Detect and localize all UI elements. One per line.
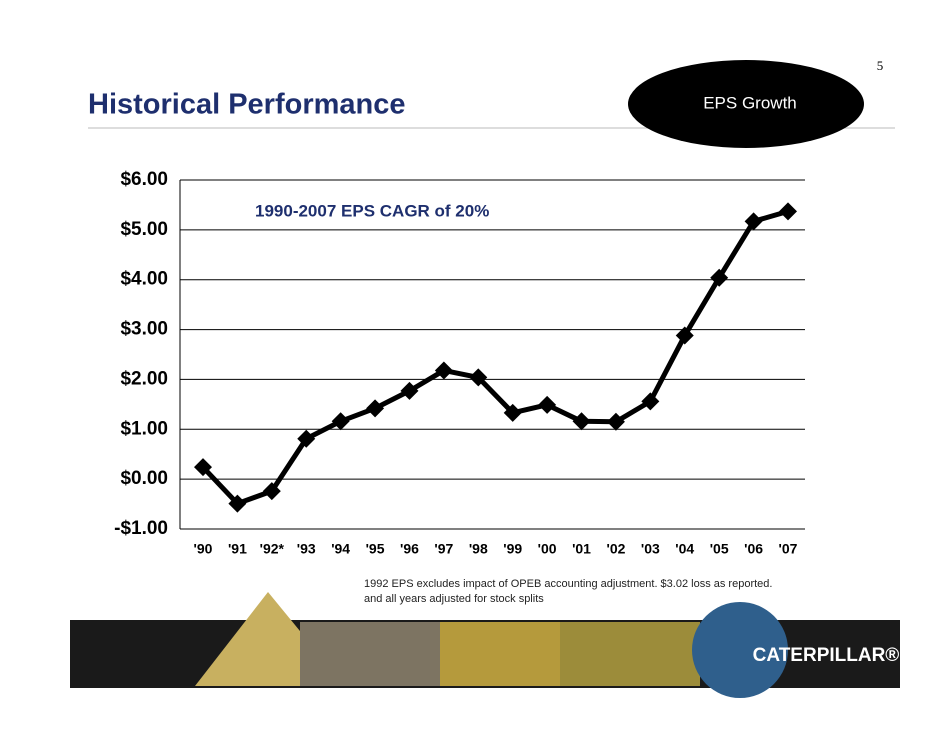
marker [503,403,522,422]
marker [366,399,385,418]
photo [300,622,440,686]
y-tick-label: $4.00 [120,269,168,290]
y-tick-label: $0.00 [120,468,168,489]
marker [538,395,557,414]
marker [400,381,419,400]
marker [641,392,660,411]
x-tick-label: '99 [503,541,522,557]
x-tick-label: '94 [331,541,350,557]
photo [440,622,560,686]
x-tick-label: '90 [194,541,213,557]
x-tick-label: '05 [710,541,729,557]
marker [469,368,488,387]
x-tick-label: '93 [297,541,316,557]
brand: CATERPILLAR® [753,645,900,666]
x-tick-label: '91 [228,541,247,557]
plot: -$1.00 $0.00 $1.00 $2.00 $3.00 $4.00 $5.00 $6.0… [114,169,805,557]
annotation: 1990-2007 EPS CAGR of 20% [255,201,489,220]
x-tick-label: '03 [641,541,660,557]
y-tick-label: $1.00 [120,418,168,439]
marker [331,412,350,431]
marker [606,412,625,431]
y-tick-label: $2.00 [120,368,168,389]
slide-title: Historical Performance [88,89,406,121]
banner: CATERPILLAR® [70,592,900,698]
y-tick-label: -$1.00 [114,518,168,539]
marker [675,326,694,345]
badge-text: EPS Growth [703,93,797,112]
y-tick-label: $6.00 [120,169,168,190]
footnote: and all years adjusted for stock splits [364,593,544,605]
x-tick-label: '00 [538,541,557,557]
badge [628,60,864,148]
marker [194,458,212,477]
marker [228,494,247,513]
x-tick-label: '98 [469,541,488,557]
x-tick-label: '96 [400,541,419,557]
marker [434,361,453,380]
marker [572,412,591,431]
x-tick-label: '95 [366,541,385,557]
x-tick-label: '92* [260,541,285,557]
marker [710,268,729,287]
marker [297,429,316,448]
footnote: 1992 EPS excludes impact of OPEB account… [364,578,772,590]
series-line [201,209,789,507]
y-tick-label: $5.00 [120,219,168,240]
x-tick-label: '07 [779,541,798,557]
y-tick-label: $3.00 [120,319,168,340]
x-tick-label: '06 [744,541,763,557]
marker [779,202,797,221]
page-number: 5 [877,58,884,73]
marker [744,212,763,231]
x-tick-label: '02 [606,541,625,557]
x-tick-label: '04 [675,541,694,557]
marker [262,482,281,501]
globe [692,602,788,698]
photo [560,622,700,686]
x-tick-label: '97 [434,541,453,557]
x-tick-label: '01 [572,541,591,557]
